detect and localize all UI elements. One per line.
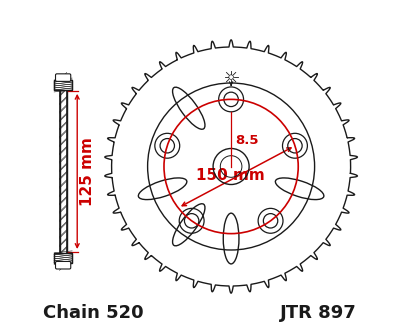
Bar: [54, 253, 72, 263]
FancyBboxPatch shape: [56, 261, 71, 269]
Bar: [54, 80, 72, 90]
Text: JTR 897: JTR 897: [280, 304, 357, 322]
Bar: [54, 253, 72, 263]
Text: 150 mm: 150 mm: [196, 167, 264, 183]
Bar: [54, 80, 72, 90]
FancyBboxPatch shape: [56, 74, 71, 81]
Text: 125 mm: 125 mm: [80, 137, 94, 206]
Text: 8.5: 8.5: [235, 134, 259, 147]
Bar: [60, 80, 67, 263]
Text: Chain 520: Chain 520: [43, 304, 144, 322]
